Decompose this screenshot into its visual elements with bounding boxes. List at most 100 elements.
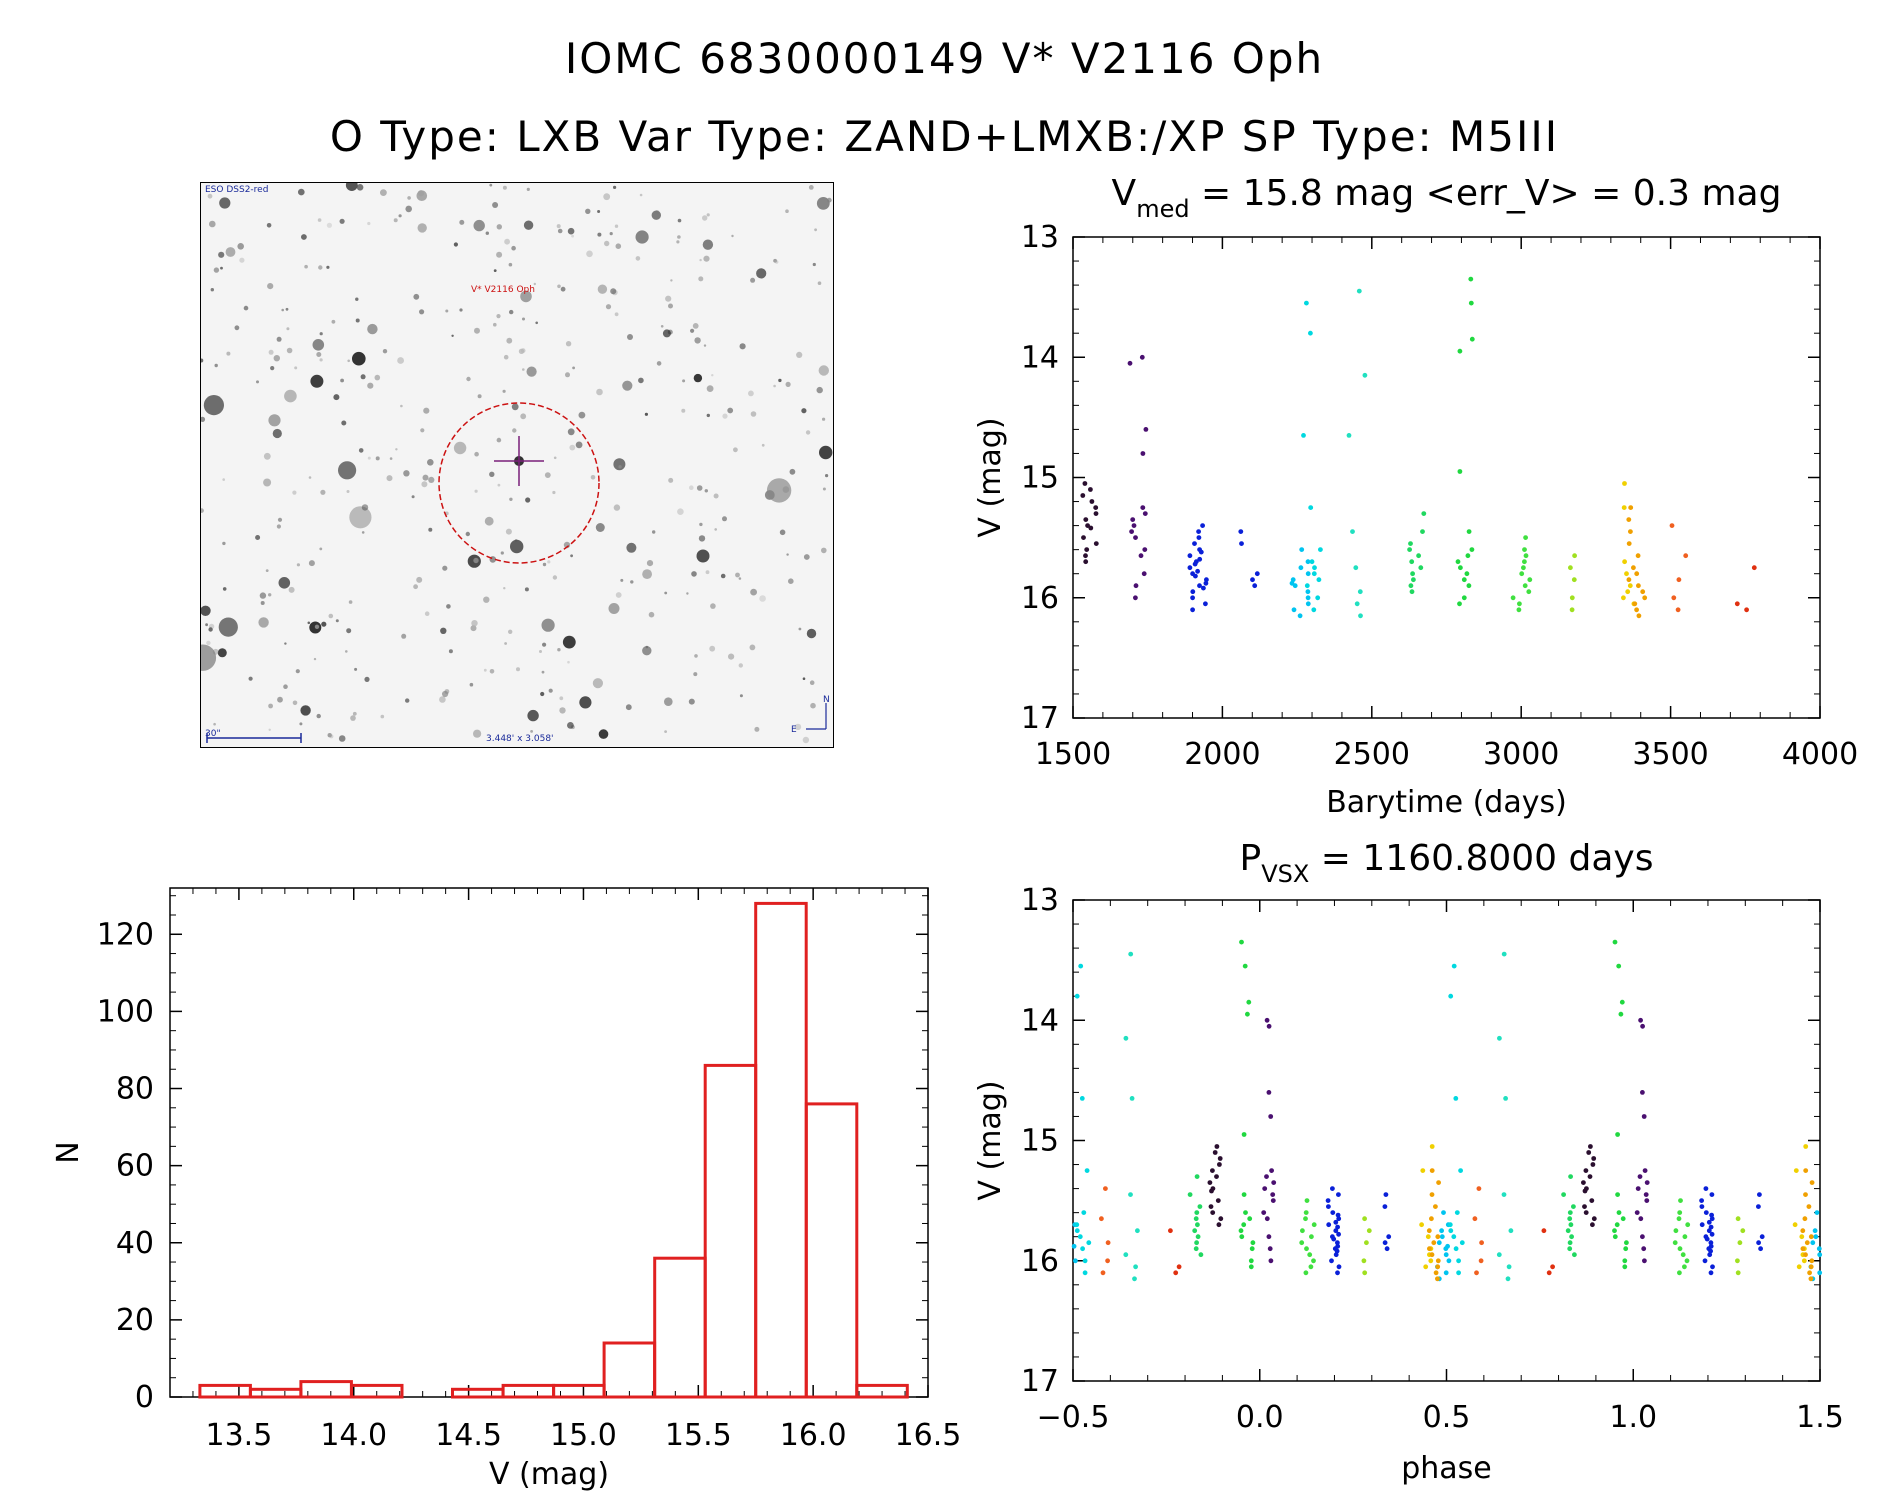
lightcurve-point bbox=[1676, 577, 1682, 583]
finder-star bbox=[496, 314, 501, 319]
finder-star bbox=[213, 267, 220, 273]
finder-star bbox=[400, 404, 403, 408]
finder-star bbox=[243, 305, 249, 311]
phased-point bbox=[1591, 1156, 1597, 1161]
finder-star bbox=[267, 283, 274, 290]
phased-point bbox=[1419, 1222, 1424, 1228]
phased-point bbox=[1266, 1234, 1272, 1240]
finder-star bbox=[354, 667, 358, 671]
phased-point bbox=[1193, 1246, 1199, 1252]
lightcurve-point bbox=[1308, 330, 1313, 336]
lightcurve-point bbox=[1353, 565, 1359, 571]
lightcurve-point bbox=[1196, 535, 1202, 540]
finder-star bbox=[567, 227, 575, 235]
lightcurve-x-tick-label: 3000 bbox=[1483, 737, 1559, 772]
finder-star bbox=[226, 351, 231, 356]
phased-point bbox=[1735, 1258, 1740, 1264]
finder-star bbox=[660, 325, 664, 328]
finder-star bbox=[345, 650, 348, 653]
phased-point bbox=[1757, 1192, 1762, 1197]
finder-star bbox=[722, 516, 727, 522]
finder-north-label: N bbox=[823, 695, 830, 705]
phased-point bbox=[1246, 999, 1252, 1005]
lightcurve-point bbox=[1362, 372, 1368, 378]
finder-star bbox=[639, 193, 643, 197]
finder-star bbox=[681, 408, 686, 413]
lightcurve-point bbox=[1468, 276, 1474, 282]
lightcurve-point bbox=[1457, 348, 1463, 354]
finder-star bbox=[597, 232, 602, 237]
finder-star bbox=[352, 351, 366, 366]
finder-star bbox=[484, 516, 494, 526]
lightcurve-point bbox=[1469, 547, 1475, 552]
finder-star bbox=[615, 243, 622, 249]
finder-star bbox=[642, 646, 652, 656]
phased-point bbox=[1808, 1234, 1814, 1240]
finder-star bbox=[316, 713, 321, 719]
finder-star bbox=[504, 238, 510, 245]
phased-title: PVSX = 1160.8000 days bbox=[1240, 838, 1654, 888]
phased-point bbox=[1198, 1252, 1204, 1258]
lightcurve-plot-frame bbox=[1072, 236, 1821, 719]
lightcurve-point bbox=[1465, 553, 1471, 559]
phased-point bbox=[1456, 1258, 1461, 1264]
lightcurve-point bbox=[1190, 595, 1195, 601]
lightcurve-point bbox=[1624, 571, 1629, 577]
lightcurve-point bbox=[1569, 595, 1575, 601]
finder-star bbox=[493, 322, 497, 327]
finder-star bbox=[579, 696, 592, 709]
phased-point bbox=[1550, 1264, 1555, 1270]
finder-star bbox=[523, 220, 534, 230]
finder-star bbox=[237, 243, 244, 250]
lightcurve-point bbox=[1461, 577, 1467, 583]
lightcurve-point bbox=[1407, 547, 1412, 552]
lightcurve-x-tick-label: 4000 bbox=[1782, 737, 1858, 772]
finder-star bbox=[702, 215, 708, 221]
finder-star bbox=[703, 255, 710, 262]
phased-point bbox=[1808, 1276, 1814, 1282]
finder-star bbox=[234, 325, 240, 331]
phased-point bbox=[1616, 1210, 1622, 1215]
finder-star bbox=[816, 197, 830, 210]
phased-point bbox=[1330, 1210, 1336, 1215]
finder-star bbox=[285, 307, 289, 311]
lightcurve-point bbox=[1346, 433, 1352, 438]
finder-star bbox=[796, 351, 803, 358]
phased-point bbox=[1569, 1234, 1574, 1240]
lightcurve-point bbox=[1455, 559, 1461, 565]
phased-point bbox=[1802, 1216, 1808, 1222]
phased-point bbox=[1567, 1246, 1573, 1252]
phased-point bbox=[1634, 1210, 1640, 1215]
lightcurve-point bbox=[1298, 565, 1304, 571]
lightcurve-point bbox=[1671, 595, 1677, 601]
phased-point bbox=[1567, 1210, 1573, 1215]
phased-point bbox=[1622, 1264, 1628, 1270]
finder-star bbox=[779, 529, 786, 536]
phased-point bbox=[1303, 1210, 1309, 1215]
phased-point bbox=[1439, 1234, 1445, 1240]
lightcurve-point bbox=[1084, 547, 1090, 552]
phased-point bbox=[1501, 951, 1507, 957]
finder-star bbox=[627, 334, 633, 340]
phased-point bbox=[1105, 1258, 1110, 1264]
finder-star bbox=[500, 551, 504, 555]
finder-star bbox=[294, 366, 298, 370]
finder-star bbox=[220, 266, 223, 270]
finder-star bbox=[213, 722, 216, 726]
histogram-x-tick-label: 14.0 bbox=[320, 1418, 387, 1453]
phased-point bbox=[1478, 1258, 1484, 1264]
phased-point bbox=[1335, 1240, 1340, 1246]
lightcurve-point bbox=[1297, 613, 1303, 619]
phased-point bbox=[1619, 999, 1625, 1005]
finder-star bbox=[268, 414, 281, 427]
lightcurve-point bbox=[1254, 571, 1260, 577]
finder-star bbox=[386, 475, 393, 482]
lightcurve-point bbox=[1192, 541, 1197, 546]
lightcurve-point bbox=[1093, 541, 1099, 546]
phased-point bbox=[1641, 1114, 1647, 1119]
phased-point bbox=[1336, 1231, 1341, 1237]
finder-star bbox=[201, 358, 204, 363]
phased-point bbox=[1735, 1270, 1741, 1276]
phased-point bbox=[1710, 1264, 1715, 1270]
finder-star bbox=[798, 627, 802, 631]
